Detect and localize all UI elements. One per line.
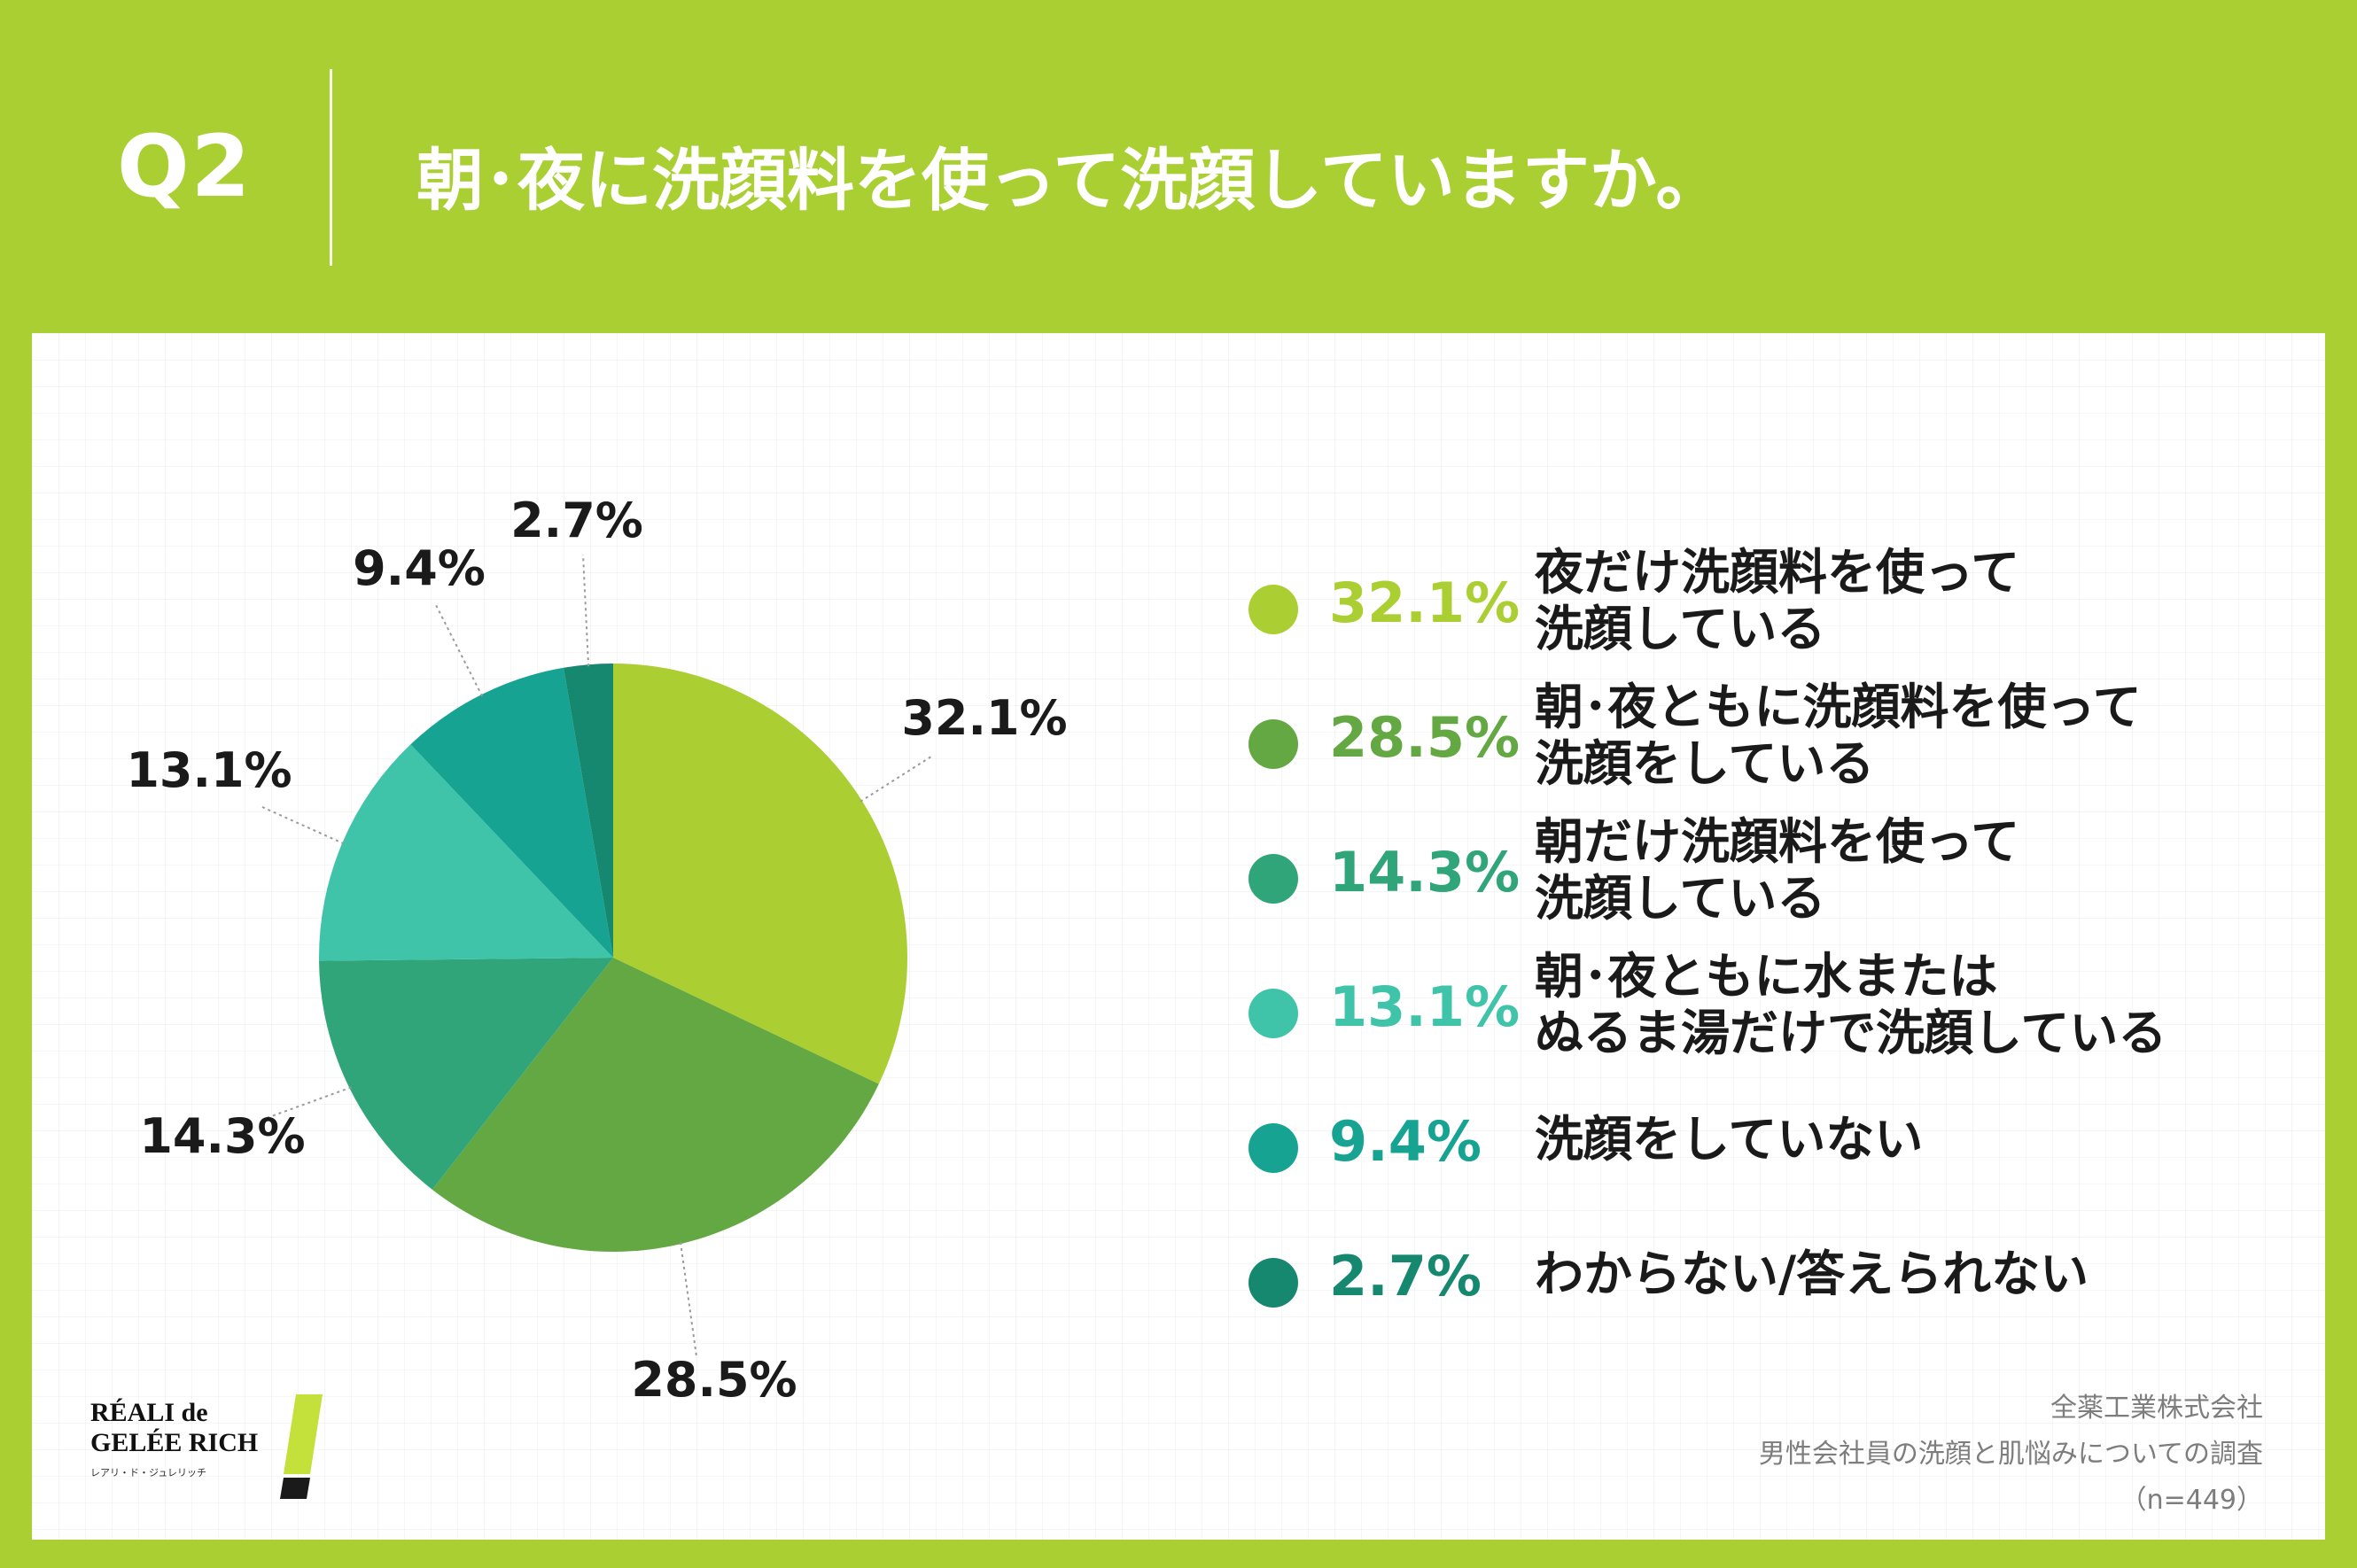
legend-percent: 28.5% xyxy=(1329,705,1521,770)
data-label: 32.1% xyxy=(901,690,1067,746)
header-divider xyxy=(330,69,332,266)
logo-line1: RÉALI de xyxy=(90,1398,208,1427)
source-sample: （n=449） xyxy=(2120,1485,2263,1516)
leader-line xyxy=(860,756,932,803)
legend-label-line: 洗顔している xyxy=(1535,601,1826,657)
legend-dot xyxy=(1249,1123,1298,1173)
legend-label-line: 朝だけ洗顔料を使って xyxy=(1535,813,2020,870)
pie-slice xyxy=(410,667,613,958)
legend-label-line: 朝･夜ともに水または xyxy=(1535,948,1998,1005)
pie-slice xyxy=(319,958,613,1190)
legend-label-line: 夜だけ洗顔料を使って xyxy=(1535,544,2020,601)
legend-label-line: 洗顔している xyxy=(1535,870,1826,927)
legend-item: 9.4% 洗顔をしていない xyxy=(1219,1067,2283,1182)
legend-dot xyxy=(1249,854,1298,904)
data-label: 9.4% xyxy=(353,540,486,596)
pie-slices xyxy=(318,664,908,1253)
legend-dot xyxy=(1249,585,1298,634)
data-label: 13.1% xyxy=(126,742,292,798)
legend-percent: 2.7% xyxy=(1329,1244,1482,1308)
leader-line xyxy=(679,1242,697,1357)
question-title: 朝･夜に洗顔料を使って洗顔していますか。 xyxy=(416,141,1723,220)
legend-item: 13.1% 朝･夜ともに水または ぬるま湯だけで洗顔している xyxy=(1219,932,2283,1061)
data-label: 14.3% xyxy=(139,1108,305,1164)
header: Q2 朝･夜に洗顔料を使って洗顔していますか。 xyxy=(0,0,2357,332)
data-label: 28.5% xyxy=(631,1352,797,1408)
leader-line xyxy=(266,1086,352,1119)
pie-slice xyxy=(564,664,613,958)
leader-line xyxy=(582,554,590,667)
legend-label: わからない/答えられない xyxy=(1535,1246,2297,1302)
source-survey: 男性会社員の洗顔と肌悩みについての調査 xyxy=(1758,1439,2263,1470)
pie-chart: 32.1% 28.5% 14.3% 13.1% 9.4% 2.7% xyxy=(126,493,1067,1408)
legend-item: 32.1% 夜だけ洗顔料を使って 洗顔している xyxy=(1219,528,2283,657)
logo-line2: GELÉE RICH xyxy=(90,1428,259,1457)
legend-percent: 13.1% xyxy=(1329,974,1521,1039)
source-note: 全薬工業株式会社 男性会社員の洗顔と肌悩みについての調査 （n=449） xyxy=(1759,1386,2263,1524)
content-panel: 32.1% 28.5% 14.3% 13.1% 9.4% 2.7% 32.1% 夜だけ洗顔… xyxy=(32,333,2325,1540)
legend-item: 28.5% 朝･夜ともに洗顔料を使って 洗顔をしている xyxy=(1219,663,2283,792)
legend-item: 2.7% わからない/答えられない xyxy=(1219,1201,2283,1316)
legend-dot xyxy=(1249,1258,1298,1308)
logo-subtitle: レアリ・ド・ジュレリッチ xyxy=(90,1467,207,1479)
legend-label: 朝だけ洗顔料を使って 洗顔している xyxy=(1535,813,2297,927)
pie-slice xyxy=(613,664,908,1084)
data-label: 2.7% xyxy=(510,493,643,548)
legend-percent: 9.4% xyxy=(1329,1109,1482,1174)
logo-text: RÉALI de GELÉE RICH xyxy=(90,1398,258,1458)
legend-label-line: 朝･夜ともに洗顔料を使って xyxy=(1535,679,2142,735)
legend-label-line: 洗顔をしている xyxy=(1535,735,1875,792)
legend-percent: 32.1% xyxy=(1329,571,1521,635)
legend-label: 朝･夜ともに水または ぬるま湯だけで洗顔している xyxy=(1535,948,2297,1061)
source-company: 全薬工業株式会社 xyxy=(2050,1393,2263,1424)
legend-label-line: わからない/答えられない xyxy=(1535,1246,2089,1302)
brand-logo: RÉALI de GELÉE RICH レアリ・ド・ジュレリッチ xyxy=(90,1389,356,1513)
legend-label: 洗顔をしていない xyxy=(1535,1111,2297,1168)
legend-percent: 14.3% xyxy=(1329,840,1521,904)
question-label: Q2 xyxy=(117,117,253,216)
leader-line xyxy=(434,602,484,697)
legend-dot xyxy=(1249,989,1298,1038)
logo-mark-icon xyxy=(280,1394,323,1499)
legend-dot xyxy=(1249,719,1298,769)
legend-label-line: 洗顔をしていない xyxy=(1535,1111,1924,1168)
pie-slice xyxy=(432,958,879,1253)
legend-label: 朝･夜ともに洗顔料を使って 洗顔をしている xyxy=(1535,679,2297,792)
legend-label: 夜だけ洗顔料を使って 洗顔している xyxy=(1535,544,2297,657)
legend-label-line: ぬるま湯だけで洗顔している xyxy=(1535,1005,2167,1061)
pie-slice xyxy=(318,744,613,961)
legend-item: 14.3% 朝だけ洗顔料を使って 洗顔している xyxy=(1219,797,2283,927)
leader-line xyxy=(261,806,345,845)
